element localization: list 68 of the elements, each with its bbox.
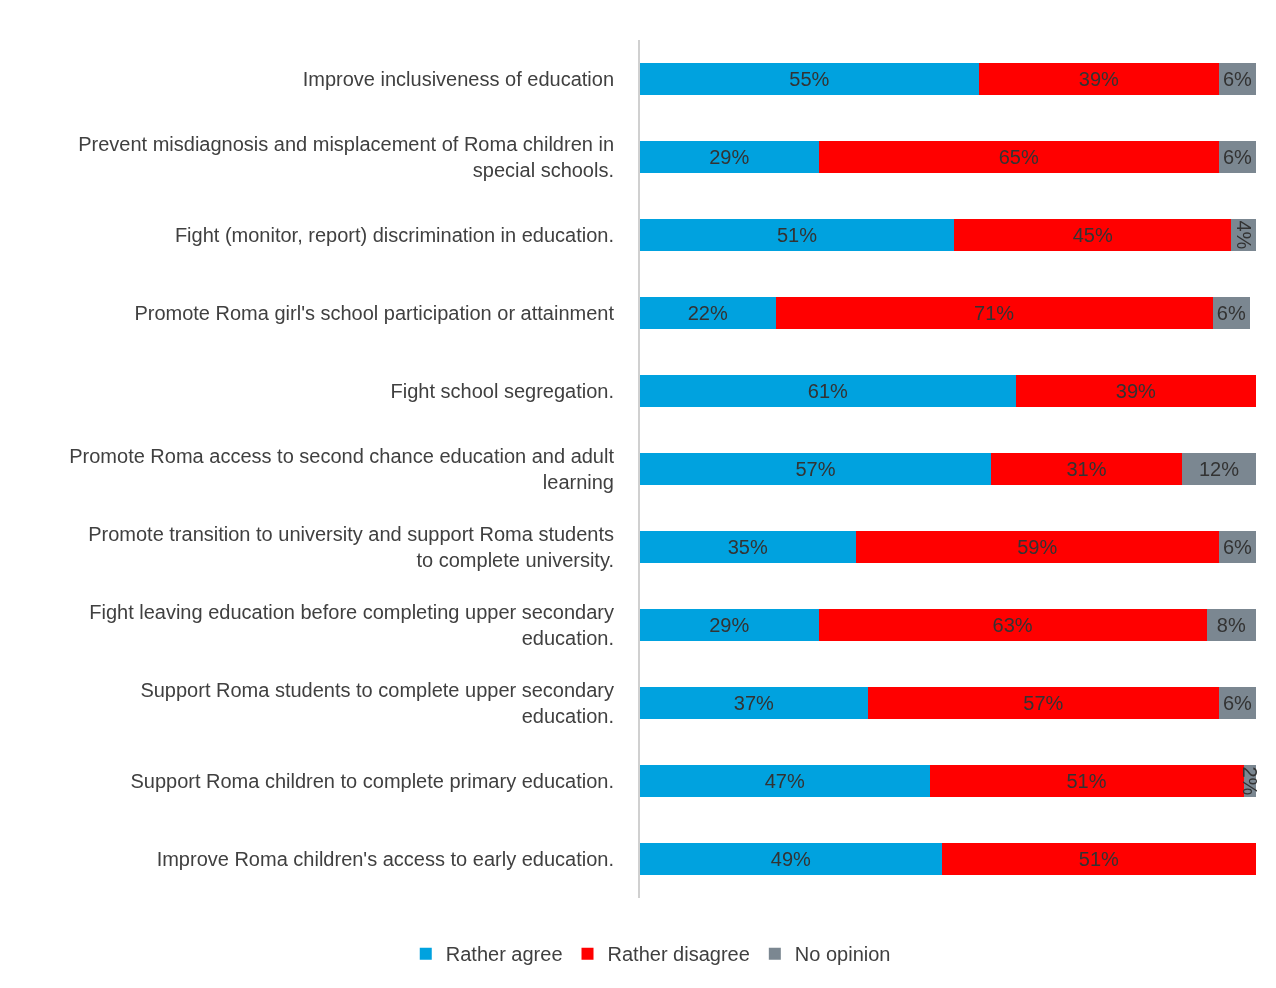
bar — [978, 63, 1220, 95]
data-label: 51% — [1078, 848, 1120, 870]
bar — [954, 219, 1232, 251]
bar — [640, 219, 955, 251]
data-label: 39% — [1115, 380, 1156, 402]
y-tick-label: Fight leaving education before completing upper secondary education. — [89, 601, 614, 649]
data-label: 6% — [1222, 692, 1253, 714]
bar — [640, 531, 856, 563]
data-label: 8% — [1216, 614, 1246, 636]
bar — [855, 531, 1220, 563]
data-label: 47% — [764, 770, 805, 792]
data-label: 57% — [795, 458, 836, 480]
y-tick-label: Promote Roma girl's school participation or attainment — [134, 302, 615, 324]
data-label: 39% — [1078, 68, 1120, 90]
data-label: 37% — [733, 692, 775, 714]
bar — [867, 687, 1220, 719]
bar — [991, 453, 1183, 485]
bar — [1015, 375, 1256, 407]
data-label: 65% — [998, 146, 1039, 168]
bar — [941, 843, 1256, 875]
bar — [1182, 453, 1256, 485]
bar — [775, 297, 1213, 329]
y-tick-label: Promote transition to university and support Roma students to complete university. — [88, 523, 614, 571]
bar — [640, 375, 1016, 407]
legend-label: Rather disagree — [607, 943, 750, 966]
y-tick-label: Fight (monitor, report) discrimination in education. — [174, 224, 614, 246]
y-tick-label: Prevent misdiagnosis and misplacement of Roma children in special schools. — [78, 133, 614, 181]
y-tick-label: Improve Roma children's access to early education. — [156, 848, 614, 870]
data-label: 71% — [974, 302, 1015, 324]
data-label: 49% — [770, 848, 812, 870]
bar — [640, 609, 819, 641]
data-label: 35% — [727, 536, 768, 558]
bar — [640, 453, 992, 485]
y-tick-label: Promote Roma access to second chance education and adult learning — [69, 445, 615, 493]
bar — [640, 765, 930, 797]
bar — [640, 687, 868, 719]
data-label: 29% — [709, 614, 750, 636]
bar — [929, 765, 1244, 797]
y-tick-label: Fight school segregation. — [390, 380, 614, 402]
data-label: 57% — [1023, 692, 1064, 714]
data-label: 6% — [1216, 302, 1246, 324]
data-label: 6% — [1222, 68, 1253, 90]
bar — [640, 843, 942, 875]
data-label: 31% — [1066, 458, 1107, 480]
data-label: 29% — [709, 146, 750, 168]
data-label: 4% — [1232, 220, 1255, 250]
data-label: 12% — [1198, 458, 1240, 480]
y-tick-label: Improve inclusiveness of education — [302, 68, 614, 90]
data-label: 6% — [1222, 146, 1253, 168]
data-label: 51% — [776, 224, 818, 246]
data-label: 59% — [1017, 536, 1058, 558]
bar — [818, 609, 1207, 641]
data-label: 22% — [687, 302, 728, 324]
y-tick-label: Support Roma children to complete primary education. — [130, 770, 614, 792]
data-label: 45% — [1072, 224, 1113, 246]
data-label: 55% — [789, 68, 830, 90]
data-label: 2% — [1238, 766, 1261, 796]
data-label: 6% — [1222, 536, 1253, 558]
data-label: 61% — [807, 380, 848, 402]
legend-label: Rather agree — [445, 943, 563, 966]
data-label: 51% — [1066, 770, 1107, 792]
bar — [640, 141, 819, 173]
legend-label: No opinion — [794, 943, 891, 966]
y-tick-label: Support Roma students to complete upper secondary education. — [140, 679, 614, 727]
data-label: 63% — [992, 614, 1033, 636]
bar — [640, 297, 776, 329]
bar — [640, 63, 979, 95]
bar — [818, 141, 1220, 173]
